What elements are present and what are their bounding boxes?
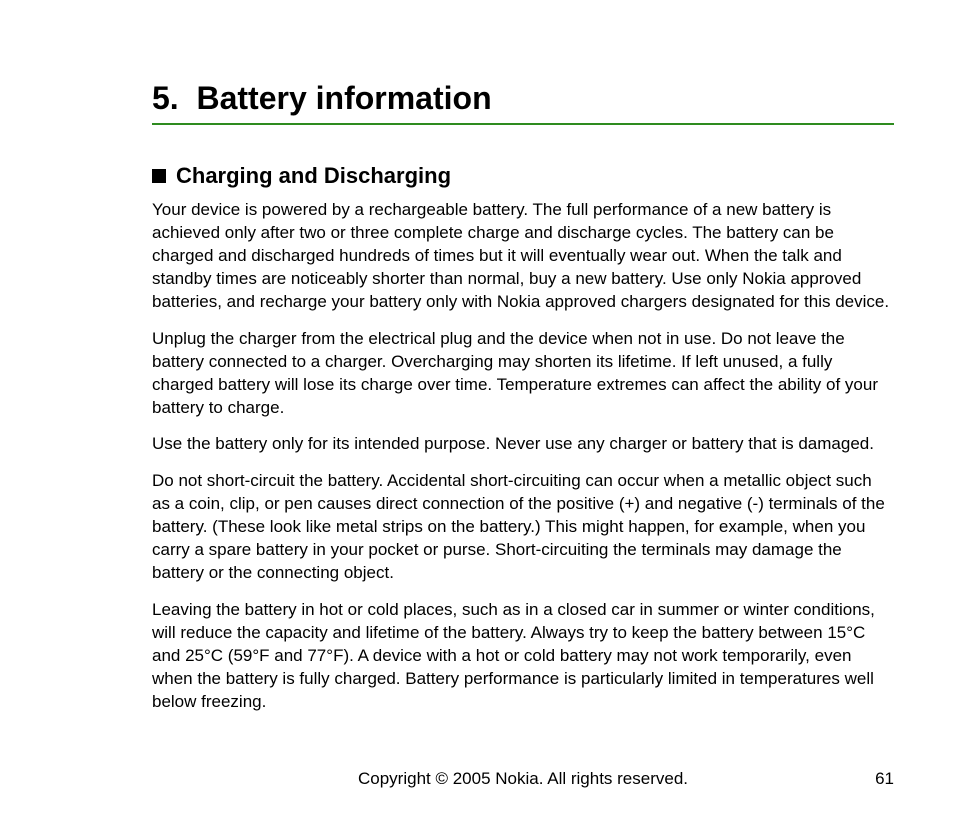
- copyright-text: Copyright © 2005 Nokia. All rights reser…: [152, 769, 894, 789]
- section-heading: Charging and Discharging: [152, 163, 894, 189]
- chapter-title: Battery information: [196, 80, 491, 116]
- chapter-number: 5.: [152, 80, 179, 116]
- page-number: 61: [875, 769, 894, 789]
- square-bullet-icon: [152, 169, 166, 183]
- body-paragraph: Leaving the battery in hot or cold place…: [152, 599, 894, 714]
- body-paragraph: Your device is powered by a rechargeable…: [152, 199, 894, 314]
- body-paragraph: Unplug the charger from the electrical p…: [152, 328, 894, 420]
- document-page: 5. Battery information Charging and Disc…: [0, 0, 954, 829]
- body-paragraph: Do not short-circuit the battery. Accide…: [152, 470, 894, 585]
- body-paragraph: Use the battery only for its intended pu…: [152, 433, 894, 456]
- page-footer: Copyright © 2005 Nokia. All rights reser…: [152, 769, 894, 789]
- section-title: Charging and Discharging: [176, 163, 451, 189]
- chapter-heading: 5. Battery information: [152, 80, 894, 125]
